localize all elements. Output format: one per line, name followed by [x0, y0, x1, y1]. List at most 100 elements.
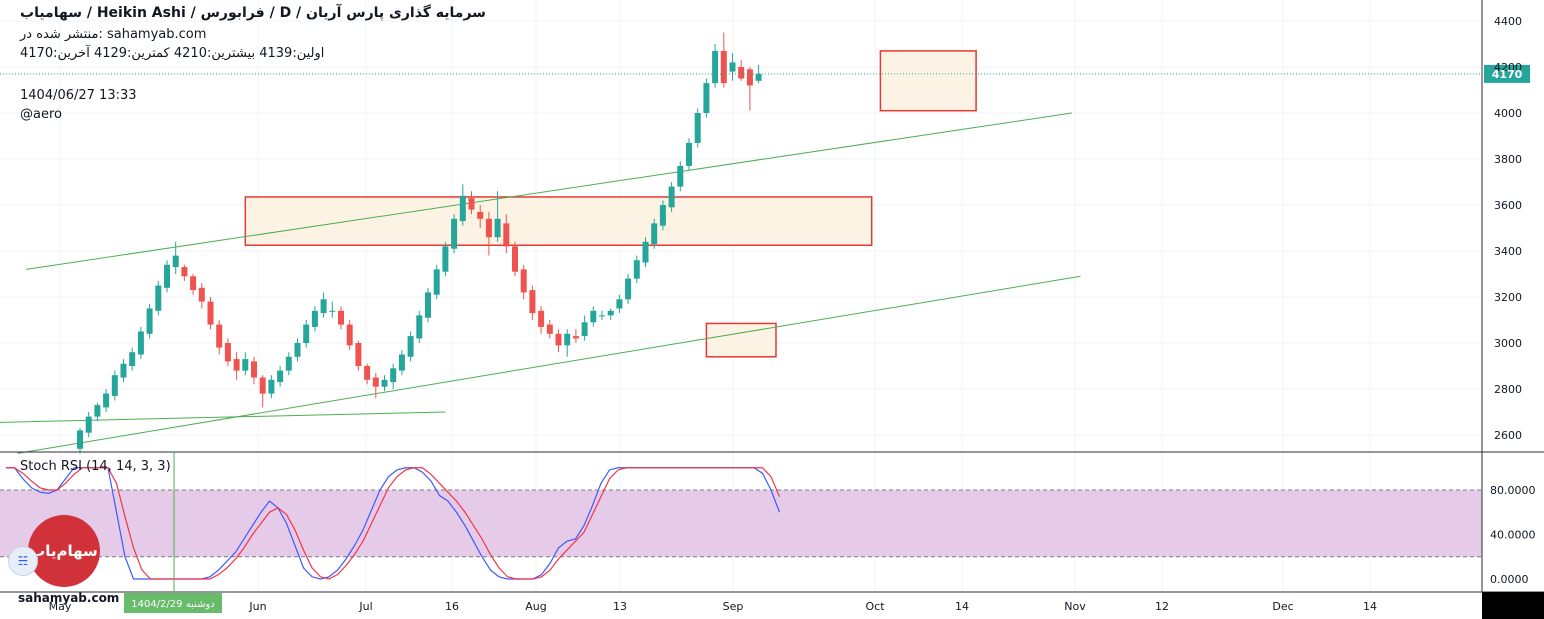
- candle-body: [381, 379, 388, 387]
- candle-body: [729, 62, 736, 72]
- candle-body: [242, 359, 249, 371]
- candle-body: [372, 377, 379, 387]
- candle-body: [738, 67, 745, 79]
- candle-body: [625, 278, 632, 300]
- candle-body: [459, 195, 466, 222]
- candle-body: [103, 393, 110, 408]
- candle-body: [390, 368, 397, 383]
- candle-body: [564, 333, 571, 346]
- candle-body: [172, 255, 179, 268]
- stoch-rsi-label: Stoch RSI (14, 14, 3, 3): [20, 459, 171, 474]
- x-tick-label: 12: [1155, 600, 1169, 613]
- candle-body: [338, 310, 344, 325]
- candle-body: [216, 324, 223, 348]
- date-marker-label: 1404/2/29 دوشنبه: [131, 599, 215, 610]
- y-tick-label: 3600: [1494, 199, 1522, 212]
- chart-title: سرمایه گذاری پارس آریان / D / فرابورس / …: [20, 5, 486, 21]
- candle-body: [294, 343, 301, 357]
- candle-body: [686, 142, 692, 166]
- candle-body: [485, 218, 492, 238]
- candle-body: [207, 301, 214, 325]
- candle-body: [285, 356, 292, 371]
- candle-body: [633, 260, 640, 279]
- candle-body: [494, 218, 501, 238]
- x-tick-label: 14: [955, 600, 969, 613]
- x-tick-label: 13: [613, 600, 627, 613]
- y-tick-label: 4000: [1494, 107, 1522, 120]
- candle-body: [268, 379, 275, 394]
- candle-body: [233, 359, 240, 371]
- candle-body: [590, 310, 597, 323]
- x-tick-label: Sep: [723, 600, 744, 613]
- candle-body: [442, 246, 449, 272]
- last-price-badge: [1484, 64, 1530, 83]
- candle-body: [137, 331, 144, 355]
- candle-body: [425, 292, 431, 318]
- x-tick-label: 14: [1363, 600, 1377, 613]
- y-tick-label: 4400: [1494, 15, 1522, 28]
- sahamyab-logo[interactable]: سهام‌یاب: [28, 515, 100, 587]
- candle-body: [607, 310, 614, 316]
- candle-body: [198, 287, 205, 302]
- candle-body: [77, 430, 83, 449]
- candle-body: [190, 276, 197, 291]
- y-tick-label: 2600: [1494, 429, 1522, 442]
- y-tick-label: 3000: [1494, 337, 1522, 350]
- candle-body: [755, 73, 762, 81]
- candle-body: [355, 343, 362, 366]
- candle-body: [642, 241, 649, 263]
- rsi-tick-label: 0.0000: [1490, 573, 1529, 586]
- x-tick-label: Jul: [358, 600, 372, 613]
- candle-body: [555, 333, 562, 346]
- candle-body: [651, 223, 658, 245]
- candle-body: [677, 165, 684, 187]
- stoch-rsi-band: [0, 489, 1482, 558]
- candle-body: [94, 405, 101, 417]
- candle-body: [120, 363, 127, 378]
- candle-body: [503, 223, 510, 247]
- candle-body: [616, 299, 623, 309]
- ohlc-values: اولین:4139 بیشترین:4210 کمترین:4129 آخری…: [20, 46, 325, 61]
- candle-body: [433, 269, 440, 295]
- candle-body: [181, 267, 188, 277]
- candle-body: [572, 336, 579, 339]
- candle-body: [129, 352, 136, 366]
- trendline: [0, 411, 446, 423]
- candle-body: [581, 322, 588, 337]
- chart-bubble-icon[interactable]: ☵: [8, 546, 38, 576]
- candle-body: [407, 336, 414, 357]
- candle-body: [468, 198, 475, 210]
- y-tick-label: 3800: [1494, 153, 1522, 166]
- candle-body: [520, 269, 527, 293]
- author: @aero: [20, 107, 62, 122]
- candle-body: [538, 310, 545, 327]
- candle-body: [364, 366, 371, 380]
- axis-corner: [1482, 592, 1544, 619]
- candle-body: [155, 285, 162, 311]
- candle-body: [703, 83, 710, 113]
- y-tick-label: 3200: [1494, 291, 1522, 304]
- axis-labels: 2600 2800 3000 3200 3400 3600 3800 4000 4200 4400…: [49, 15, 1536, 613]
- last-price-label: 4170: [1492, 68, 1523, 81]
- candle-body: [146, 308, 153, 334]
- price-zone: [244, 196, 873, 246]
- price-zone: [879, 50, 977, 112]
- candle-body: [668, 186, 675, 208]
- candle-body: [398, 354, 405, 371]
- candle-body: [694, 113, 701, 143]
- rsi-band-fill: [0, 490, 1482, 557]
- rsi-tick-label: 80.0000: [1490, 484, 1536, 497]
- stoch-rsi-lines: [6, 467, 781, 580]
- candle-body: [599, 315, 605, 317]
- x-tick-label: Jun: [248, 600, 266, 613]
- candle-body: [659, 205, 666, 226]
- logo-text: سهام‌یاب: [30, 542, 98, 560]
- stoch-d-line: [6, 467, 781, 580]
- watermark: sahamyab.com: [18, 591, 120, 605]
- candle-body: [720, 50, 727, 84]
- trendline: [26, 112, 1072, 270]
- x-tick-label: May: [49, 600, 72, 613]
- candle-body: [712, 50, 719, 84]
